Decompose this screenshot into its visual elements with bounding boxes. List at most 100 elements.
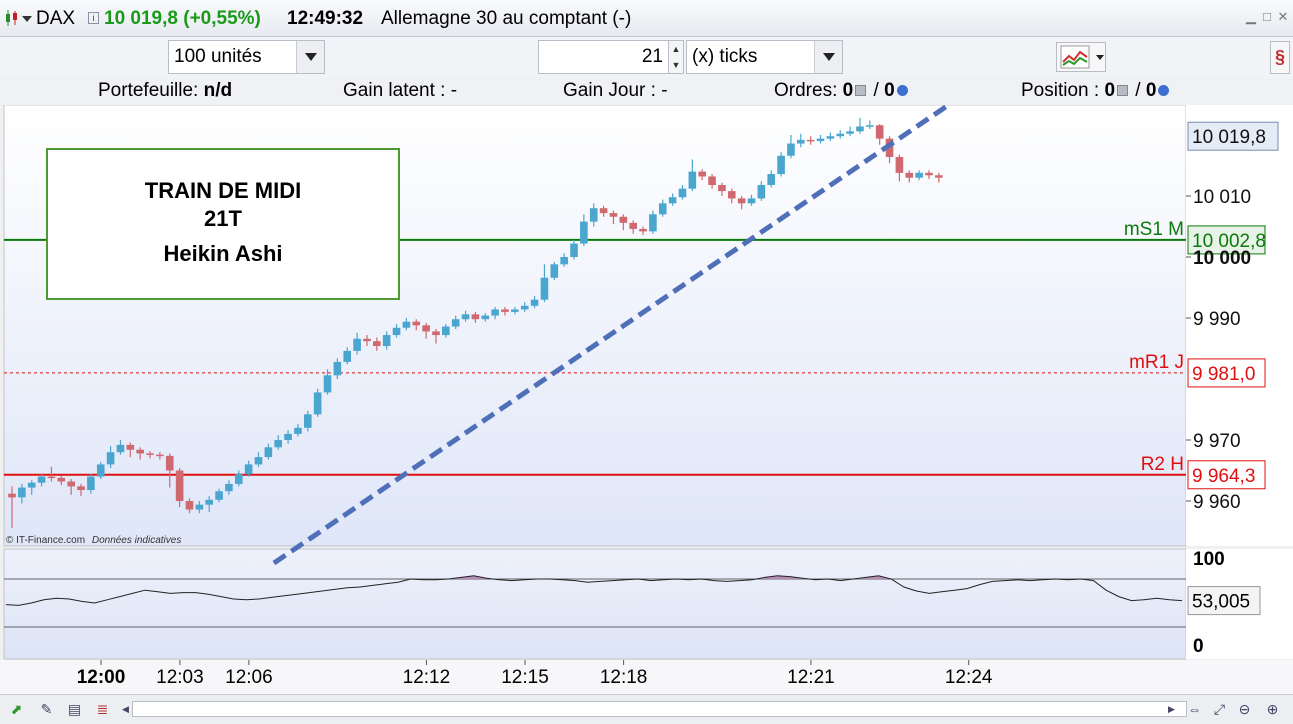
candle-body xyxy=(935,175,943,178)
candle-body xyxy=(915,172,923,178)
candle-body xyxy=(57,477,66,482)
candle-body xyxy=(816,138,825,142)
stepper-up-icon[interactable]: ▲ xyxy=(671,44,681,54)
current-price-label: 10 019,8 xyxy=(1192,127,1266,148)
add-indicator-icon[interactable]: ⬈ xyxy=(10,701,23,717)
price-chart[interactable]: mS1 M 10 002,8 mR1 J 9 981,0 R2 H 9 964,3 10 … xyxy=(0,105,1293,660)
candle-body xyxy=(757,185,766,199)
candle-body xyxy=(866,125,874,127)
level-price-tag xyxy=(1187,460,1266,490)
time-tick-label: 12:00 xyxy=(77,667,126,688)
auto-scale-icon[interactable]: ⤢ xyxy=(1213,701,1226,717)
price-tick-label: 9 970 xyxy=(1193,431,1241,452)
side-panel-button[interactable]: § xyxy=(1270,41,1290,74)
position-separator: / xyxy=(1135,80,1141,101)
candle-body xyxy=(18,487,26,498)
candle-body xyxy=(382,335,391,347)
osc-value-tag xyxy=(1187,586,1261,616)
candle-body xyxy=(294,427,302,434)
gain-jour: Gain Jour : - xyxy=(563,80,668,101)
data-note: Données indicatives xyxy=(92,535,182,546)
time-tick-label: 12:21 xyxy=(787,667,835,688)
candle-body xyxy=(205,499,213,505)
level-name: mR1 J xyxy=(1129,352,1184,373)
time-tick-label: 12:06 xyxy=(225,667,273,688)
candle-body xyxy=(481,315,490,320)
ordres-separator: / xyxy=(873,80,879,101)
candle-body xyxy=(639,228,647,232)
candle-body xyxy=(718,185,726,192)
gear-icon[interactable] xyxy=(896,85,908,97)
portefeuille-label: Portefeuille: xyxy=(98,80,199,101)
annotation-box[interactable]: TRAIN DE MIDI 21T Heikin Ashi xyxy=(46,148,400,300)
osc-tick-label: 100 xyxy=(1193,549,1225,570)
zoom-out-icon[interactable]: ⊖ xyxy=(1238,701,1251,717)
drawing-tools-icon[interactable]: ✎ xyxy=(40,701,53,717)
fit-width-icon[interactable]: ⇔ xyxy=(1187,701,1202,717)
candle-body xyxy=(619,216,628,223)
candle-body xyxy=(87,476,95,491)
annotation-frame xyxy=(46,148,400,300)
candle-body xyxy=(767,174,776,186)
candle-body xyxy=(925,172,933,176)
ticks-input[interactable]: 21 xyxy=(538,40,669,74)
candle-body xyxy=(175,470,184,501)
ticks-stepper[interactable]: ▲ ▼ xyxy=(668,40,684,74)
candle-body xyxy=(165,455,174,471)
candle-body xyxy=(461,314,470,320)
close-icon[interactable]: ✕ xyxy=(1277,9,1289,24)
candle-body xyxy=(688,171,697,189)
stepper-down-icon[interactable]: ▼ xyxy=(671,60,681,70)
portefeuille-value: n/d xyxy=(203,80,233,101)
time-tick-label: 12:24 xyxy=(945,667,993,688)
position-label: Position : xyxy=(1021,80,1100,101)
level-price-tag xyxy=(1187,225,1266,255)
candle-body xyxy=(8,493,16,498)
candle-body xyxy=(67,481,75,487)
candle-body xyxy=(708,176,716,186)
order-detail-icon[interactable] xyxy=(855,85,867,97)
quantity-select[interactable]: 100 unités xyxy=(168,40,325,74)
chevron-down-icon[interactable] xyxy=(814,41,842,73)
minimize-icon[interactable]: ▁ xyxy=(1246,9,1256,24)
candle-body xyxy=(274,440,283,448)
candle-body xyxy=(806,139,815,142)
scroll-left-icon[interactable]: ◀ xyxy=(122,704,129,714)
candle-body xyxy=(599,208,608,214)
candle-body xyxy=(363,338,371,342)
candle-body xyxy=(156,454,164,457)
position-detail-icon[interactable] xyxy=(1117,85,1129,97)
candle-body xyxy=(442,326,450,336)
info-icon[interactable]: i xyxy=(88,12,99,24)
ordres-label: Ordres: xyxy=(774,80,838,101)
candle-body xyxy=(658,203,667,215)
chevron-down-icon[interactable] xyxy=(296,41,324,73)
level-name: R2 H xyxy=(1141,454,1184,475)
scroll-right-icon[interactable]: ▶ xyxy=(1168,704,1175,714)
candle-body xyxy=(264,447,273,458)
level-price-tag xyxy=(1187,358,1266,388)
annotation-line-2: 21T xyxy=(204,206,242,231)
price-tick-label: 10 000 xyxy=(1193,248,1251,269)
gain-latent: Gain latent : - xyxy=(343,80,458,101)
chart-type-button[interactable] xyxy=(1056,42,1106,72)
candle-body xyxy=(195,504,204,510)
list-icon[interactable]: ▤ xyxy=(67,701,82,717)
candle-body xyxy=(422,325,430,332)
zoom-in-icon[interactable]: ⊕ xyxy=(1266,701,1279,717)
time-scrollbar[interactable] xyxy=(132,701,1187,717)
candle-body xyxy=(649,214,657,232)
chevron-down-icon[interactable] xyxy=(1096,55,1104,60)
info-bar: Portefeuille: n/d Gain latent : - Gain J… xyxy=(0,78,1293,105)
candle-body xyxy=(747,198,756,204)
candle-body xyxy=(678,188,687,198)
copyright-text: © IT-Finance.com xyxy=(6,535,85,546)
ticks-unit-select[interactable]: (x) ticks xyxy=(686,40,843,74)
candle-body xyxy=(254,457,263,465)
price-tick-label: 9 990 xyxy=(1193,309,1241,330)
maximize-icon[interactable]: □ xyxy=(1263,9,1271,24)
candle-body xyxy=(77,486,85,491)
gear-icon[interactable] xyxy=(1158,85,1170,97)
layers-icon[interactable]: ≣ xyxy=(96,701,109,717)
title-dropdown-icon[interactable] xyxy=(22,16,32,22)
